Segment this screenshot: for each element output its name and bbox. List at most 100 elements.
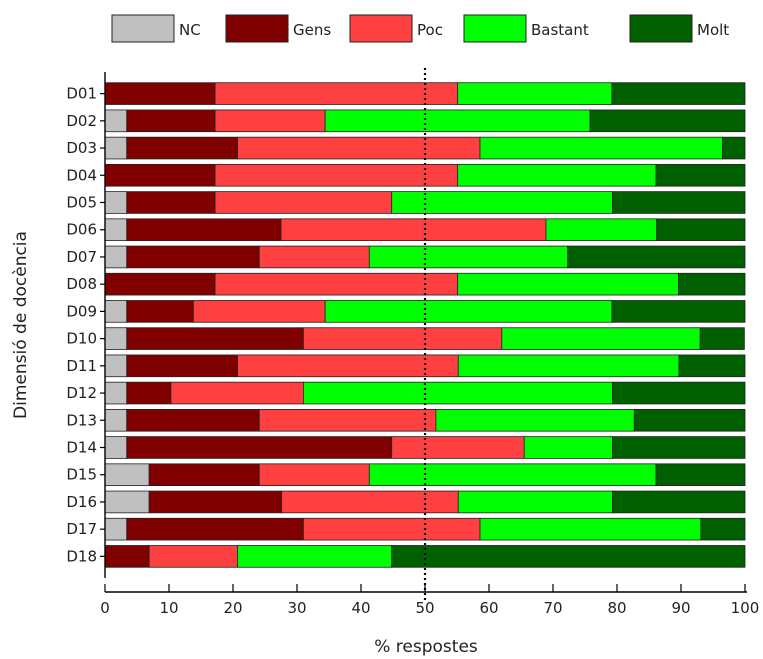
bar-segment-D01-molt bbox=[611, 82, 746, 105]
bar-segment-D17-nc bbox=[104, 517, 128, 541]
legend-swatch-bastant bbox=[463, 14, 527, 43]
y-tick-label-D16: D16 bbox=[66, 493, 97, 511]
bar-segment-D02-bastant bbox=[324, 109, 591, 133]
bar-segment-D14-gens bbox=[126, 436, 393, 459]
x-axis-title: % respostes bbox=[374, 637, 478, 657]
bar-segment-D10-molt bbox=[699, 327, 745, 350]
bar-segment-D02-nc bbox=[104, 109, 128, 133]
y-tick-label-D08: D08 bbox=[66, 275, 97, 293]
bar-segment-D06-bastant bbox=[545, 218, 658, 242]
axes: 0 10 20 30 40 50 60 70 80 90 100 D01 D02 D03 D04 D05 D06… bbox=[66, 72, 759, 617]
y-tick-label-D09: D09 bbox=[66, 302, 97, 320]
bar-segment-D08-molt bbox=[678, 272, 746, 296]
bar-segment-D11-molt bbox=[678, 354, 746, 378]
bar-segment-D12-gens bbox=[126, 381, 172, 405]
bar-segment-D13-poc bbox=[258, 408, 437, 432]
bar-segment-D03-molt bbox=[722, 136, 746, 160]
bar-segment-D13-gens bbox=[126, 408, 260, 432]
legend-swatch-molt bbox=[629, 14, 693, 43]
bar-segment-D15-poc bbox=[258, 463, 370, 487]
y-tick-label-D02: D02 bbox=[66, 112, 97, 130]
bar-segment-D08-poc bbox=[214, 272, 459, 296]
y-tick-label-D05: D05 bbox=[66, 194, 97, 212]
bar-segment-D12-poc bbox=[170, 381, 304, 405]
bar-segment-D18-gens bbox=[104, 545, 150, 568]
bar-segment-D03-nc bbox=[104, 136, 128, 160]
bar-segment-D17-molt bbox=[700, 517, 746, 541]
bar-segment-D04-molt bbox=[655, 163, 746, 187]
bar-segment-D15-gens bbox=[148, 463, 260, 487]
bar-segment-D05-gens bbox=[126, 191, 216, 214]
bar-segment-D09-nc bbox=[104, 300, 128, 323]
x-tick-label-100: 100 bbox=[731, 599, 760, 617]
bar-segment-D06-molt bbox=[656, 218, 746, 242]
bar-segment-D14-bastant bbox=[523, 436, 613, 459]
bar-segment-D10-nc bbox=[104, 327, 128, 350]
bar-segment-D11-gens bbox=[126, 354, 238, 378]
bar-segment-D16-nc bbox=[104, 490, 150, 514]
plot-area bbox=[104, 68, 746, 600]
bar-segment-D05-poc bbox=[214, 191, 393, 214]
bar-segment-D09-molt bbox=[611, 300, 746, 323]
bar-segment-D11-nc bbox=[104, 354, 128, 378]
y-tick-label-D04: D04 bbox=[66, 166, 97, 184]
bar-segment-D10-bastant bbox=[501, 327, 701, 350]
x-tick-label-20: 20 bbox=[223, 599, 242, 617]
y-tick-label-D17: D17 bbox=[66, 520, 97, 538]
x-tick-label-10: 10 bbox=[159, 599, 178, 617]
bar-segment-D12-nc bbox=[104, 381, 128, 405]
bar-segment-D17-gens bbox=[126, 517, 304, 541]
bar-segment-D06-nc bbox=[104, 218, 128, 242]
x-tick-label-70: 70 bbox=[543, 599, 562, 617]
bar-segment-D18-poc bbox=[148, 545, 238, 568]
bar-segment-D03-bastant bbox=[479, 136, 724, 160]
y-tick-label-D18: D18 bbox=[66, 547, 97, 565]
bar-segment-D03-gens bbox=[126, 136, 238, 160]
bar-segment-D06-poc bbox=[280, 218, 547, 242]
bar-segment-D14-poc bbox=[391, 436, 525, 459]
bar-segment-D18-bastant bbox=[237, 545, 393, 568]
bar-segment-D12-bastant bbox=[302, 381, 613, 405]
bar-segment-D07-nc bbox=[104, 245, 128, 269]
bar-segment-D16-poc bbox=[281, 490, 459, 514]
bar-segment-D11-bastant bbox=[457, 354, 680, 378]
bar-segment-D01-poc bbox=[214, 82, 459, 105]
y-tick-label-D15: D15 bbox=[66, 466, 97, 484]
bar-segment-D16-gens bbox=[148, 490, 283, 514]
bar-segment-D04-gens bbox=[104, 163, 216, 187]
bar-segment-D10-gens bbox=[126, 327, 304, 350]
legend-label-nc: NC bbox=[179, 21, 201, 39]
bar-segment-D14-nc bbox=[104, 436, 128, 459]
y-tick-label-D11: D11 bbox=[66, 357, 97, 375]
x-tick-label-50: 50 bbox=[415, 599, 434, 617]
bar-segment-D09-bastant bbox=[324, 300, 613, 323]
bar-segment-D01-bastant bbox=[457, 82, 613, 105]
bar-segment-D09-gens bbox=[126, 300, 194, 323]
bar-segment-D07-gens bbox=[126, 245, 260, 269]
bar-segment-D07-poc bbox=[258, 245, 370, 269]
bar-segment-D04-bastant bbox=[457, 163, 657, 187]
x-tick-label-60: 60 bbox=[479, 599, 498, 617]
bar-segment-D09-poc bbox=[192, 300, 326, 323]
x-tick-label-90: 90 bbox=[671, 599, 690, 617]
legend-label-bastant: Bastant bbox=[531, 21, 589, 39]
bar-segment-D08-gens bbox=[104, 272, 216, 296]
y-tick-label-D14: D14 bbox=[66, 439, 97, 457]
y-tick-label-D06: D06 bbox=[66, 221, 97, 239]
bar-segment-D13-molt bbox=[633, 408, 746, 432]
bar-segment-D03-poc bbox=[237, 136, 481, 160]
bar-segment-D08-bastant bbox=[457, 272, 679, 296]
legend-label-poc: Poc bbox=[417, 21, 443, 39]
bar-segment-D16-molt bbox=[612, 490, 746, 514]
bar-segment-D13-bastant bbox=[435, 408, 635, 432]
bar-segment-D10-poc bbox=[302, 327, 503, 350]
x-tick-label-30: 30 bbox=[287, 599, 306, 617]
legend-label-molt: Molt bbox=[697, 21, 729, 39]
bar-segment-D06-gens bbox=[126, 218, 282, 242]
bar-segment-D17-bastant bbox=[479, 517, 702, 541]
legend: NC Gens Poc Bastant Molt bbox=[111, 14, 729, 43]
bar-segment-D07-bastant bbox=[368, 245, 569, 269]
bar-segment-D15-molt bbox=[655, 463, 746, 487]
y-tick-label-D01: D01 bbox=[66, 85, 97, 103]
